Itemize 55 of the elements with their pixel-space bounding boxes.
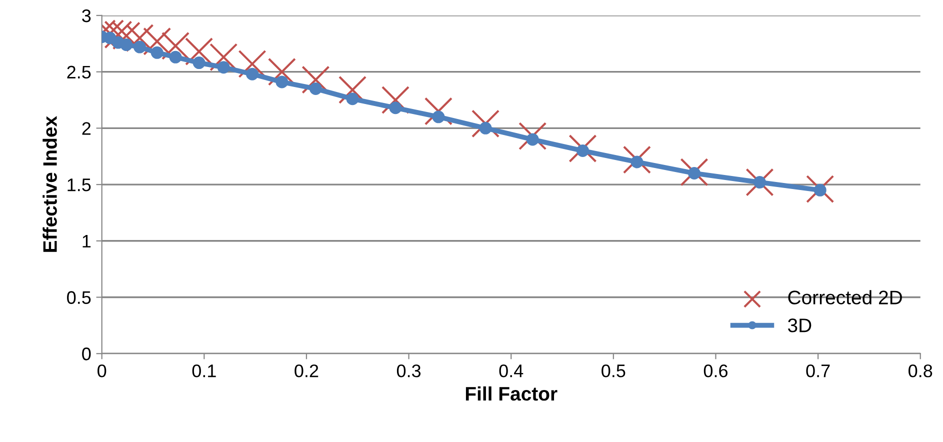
point — [471, 110, 500, 138]
x-tick-label: 0.7 — [806, 364, 830, 378]
x-tick-label: 0.3 — [396, 364, 421, 378]
x-tick-label: 0.4 — [499, 364, 524, 378]
y-tick-label: 0 — [82, 348, 91, 360]
point — [268, 58, 296, 86]
x-tick-label: 0.8 — [908, 364, 932, 378]
point — [526, 133, 539, 146]
point — [622, 146, 651, 174]
point — [568, 134, 597, 163]
point — [238, 50, 266, 78]
point — [806, 175, 834, 204]
point — [389, 102, 402, 114]
legend-label: Corrected 2D — [788, 290, 902, 304]
point — [309, 82, 322, 95]
point — [120, 38, 133, 52]
point — [302, 66, 330, 94]
point — [217, 61, 230, 74]
x-axis-title: Fill Factor — [466, 386, 558, 401]
y-tick-label: 0.5 — [67, 291, 91, 304]
point — [210, 43, 238, 72]
point — [680, 158, 708, 186]
y-axis-title: Effective Index — [42, 116, 57, 252]
point — [133, 40, 146, 54]
point — [338, 76, 367, 104]
point — [150, 46, 164, 59]
point — [169, 50, 182, 64]
point — [424, 97, 452, 126]
point — [192, 56, 206, 70]
x-tick-label: 0 — [98, 364, 106, 378]
legend-label: 3D — [788, 318, 812, 332]
y-tick-label: 1 — [82, 235, 91, 248]
x-tick-label: 0.5 — [602, 364, 626, 378]
x-tick-label: 0.6 — [704, 364, 728, 378]
x-tick-label: 0.2 — [294, 364, 318, 378]
point — [518, 122, 547, 150]
point — [246, 68, 258, 80]
point — [143, 27, 172, 56]
point — [346, 92, 359, 106]
point — [688, 167, 700, 180]
point — [381, 86, 410, 114]
y-tick-label: 3 — [82, 9, 91, 22]
x-tick-label: 0.1 — [192, 364, 216, 378]
point — [630, 156, 644, 168]
point — [161, 32, 190, 60]
point — [576, 144, 589, 157]
point — [432, 110, 445, 124]
y-tick-label: 1.5 — [68, 178, 91, 192]
y-tick-label: 2 — [82, 122, 91, 135]
point — [753, 176, 766, 189]
point — [479, 122, 492, 134]
point — [814, 184, 826, 196]
point — [276, 76, 288, 88]
y-tick-label: 2.5 — [67, 66, 91, 79]
point — [185, 38, 214, 66]
